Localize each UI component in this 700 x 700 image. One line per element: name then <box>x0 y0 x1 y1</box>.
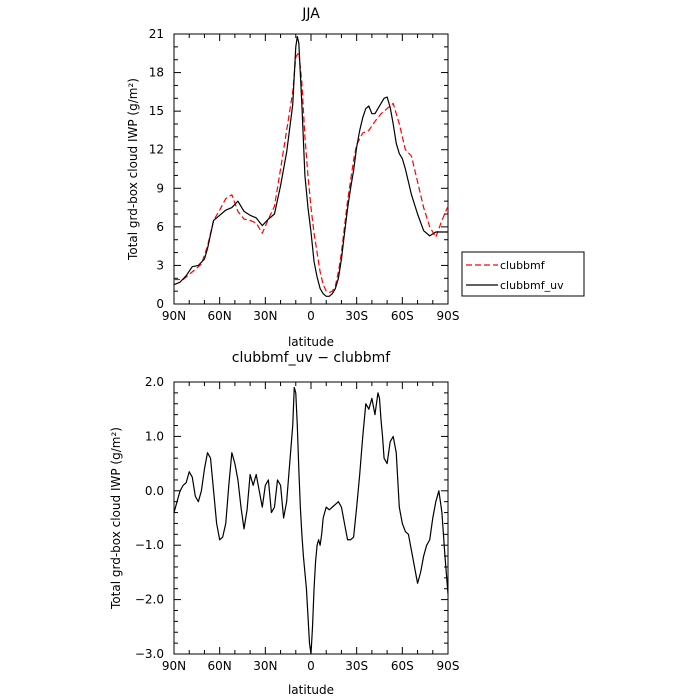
y-tick-label: 3 <box>156 258 164 272</box>
series-line-clubbmf <box>174 51 449 294</box>
x-tick-label: 90N <box>162 309 186 323</box>
panel-bottom: clubbmf_uv − clubbmf 90N 60N 30N 0 30S 60S 90S −… <box>109 350 459 697</box>
y-tick-label: 1.0 <box>145 429 164 443</box>
x-tick-label: 60S <box>391 659 414 673</box>
y-tick-label: 15 <box>149 104 164 118</box>
x-tick-label: 90N <box>162 659 186 673</box>
x-tick-label: 90S <box>437 309 460 323</box>
y-axis-label: Total grd-box cloud IWP (g/m²) <box>109 427 123 610</box>
series-line-clubbmf_uv <box>173 35 448 297</box>
y-tick-label: −3.0 <box>135 647 164 661</box>
x-tick-label: 90S <box>437 659 460 673</box>
panel-top: JJA 90N 60N 30N 0 30S 60S 90S 0 3 6 9 12 15 18 21 latitu… <box>126 6 585 349</box>
x-tick-label: 60N <box>208 309 232 323</box>
x-tick-label: 30S <box>345 309 368 323</box>
legend-label: clubbmf_uv <box>500 279 564 292</box>
chart-title: clubbmf_uv − clubbmf <box>232 350 391 366</box>
y-tick-label: −2.0 <box>135 593 164 607</box>
legend: clubbmf clubbmf_uv <box>461 251 585 297</box>
y-tick-label: 18 <box>149 66 164 80</box>
y-tick-label: −1.0 <box>135 538 164 552</box>
x-tick-label: 30N <box>253 659 277 673</box>
x-tick-label: 60S <box>391 309 414 323</box>
chart-title: JJA <box>301 6 320 22</box>
y-tick-label: 21 <box>149 27 164 41</box>
y-tick-label: 0.0 <box>145 484 164 498</box>
x-tick-label: 0 <box>307 309 315 323</box>
plot-frame <box>173 33 449 305</box>
plot-frame <box>173 381 449 655</box>
series-line-series-0 <box>173 386 449 655</box>
y-axis-label: Total grd-box cloud IWP (g/m²) <box>126 78 140 261</box>
y-tick-label: 2.0 <box>145 375 164 389</box>
x-tick-label: 30S <box>345 659 368 673</box>
y-tick-label: 12 <box>149 143 164 157</box>
legend-box <box>461 251 585 297</box>
x-tick-label: 0 <box>307 659 315 673</box>
x-axis-label: latitude <box>288 683 334 697</box>
y-tick-label: 9 <box>156 181 164 195</box>
x-tick-label: 30N <box>253 309 277 323</box>
x-tick-label: 60N <box>208 659 232 673</box>
y-tick-label: 6 <box>156 220 164 234</box>
legend-label: clubbmf <box>500 259 546 272</box>
x-axis-label: latitude <box>288 335 334 349</box>
y-tick-label: 0 <box>156 297 164 311</box>
